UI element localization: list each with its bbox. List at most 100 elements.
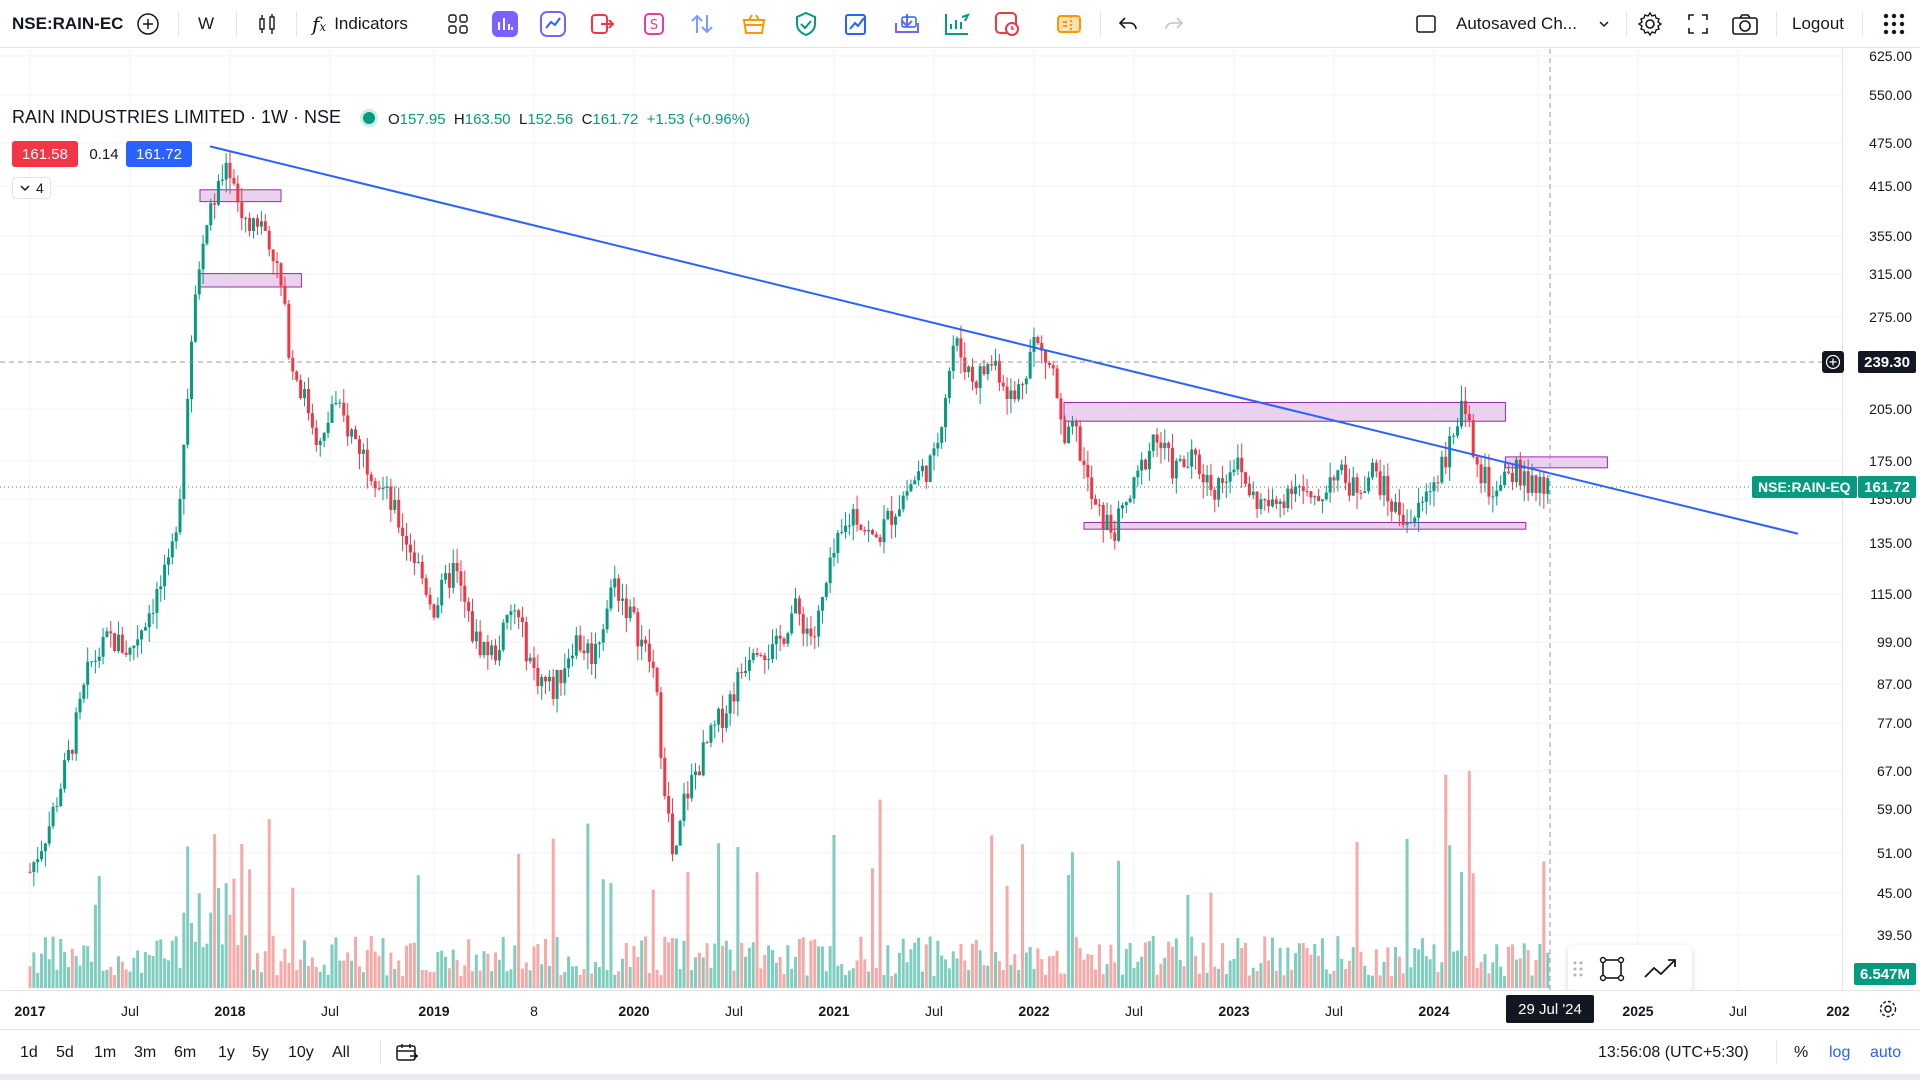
range-button-5d[interactable]: 5d — [56, 1043, 74, 1061]
trendline[interactable] — [209, 145, 1799, 535]
candle-body — [440, 579, 444, 606]
candle-body — [205, 225, 209, 244]
percent-scale-toggle[interactable]: % — [1794, 1030, 1808, 1075]
volume-bar — [1340, 958, 1344, 988]
volume-bar — [357, 966, 361, 988]
volume-bar — [1213, 966, 1217, 988]
candle-body — [694, 771, 698, 776]
candle-body — [894, 516, 898, 525]
price-axis[interactable]: 625.00 550.00 475.00 415.00 355.00 315.00 275.… — [1842, 48, 1920, 990]
ext-tool-6-button[interactable] — [740, 0, 768, 48]
volume-bar — [113, 975, 117, 988]
range-button-3m[interactable]: 3m — [134, 1043, 157, 1061]
layout-checkbox[interactable] — [1414, 0, 1438, 48]
rectangle-drawings[interactable] — [199, 189, 1608, 530]
fullscreen-button[interactable] — [1684, 0, 1712, 48]
clock-timezone[interactable]: 13:56:08 (UTC+5:30) — [1598, 1030, 1749, 1075]
ask-price-button[interactable]: 161.72 — [126, 141, 192, 167]
symbol-legend[interactable]: RAIN INDUSTRIES LIMITED · 1W · NSE — [12, 107, 376, 128]
ext-tool-8-button[interactable] — [842, 0, 870, 48]
ext-tool-12-button[interactable] — [1054, 0, 1084, 48]
interval-button[interactable]: W — [192, 0, 220, 48]
log-scale-toggle[interactable]: log — [1829, 1030, 1850, 1075]
indicators-collapse-button[interactable]: 4 — [12, 177, 51, 199]
volume-bar — [820, 946, 824, 988]
axis-settings-button[interactable] — [1878, 999, 1898, 1024]
apps-menu-button[interactable] — [1878, 0, 1910, 48]
candle-body — [947, 370, 951, 399]
chart-pane[interactable]: RAIN INDUSTRIES LIMITED · 1W · NSE O157.… — [0, 49, 1842, 990]
candle-body — [640, 639, 644, 647]
candle-body — [1167, 442, 1171, 448]
shield-check-icon — [796, 11, 816, 37]
volume-bar — [1534, 960, 1538, 988]
bid-price-button[interactable]: 161.58 — [12, 141, 78, 167]
logout-button[interactable]: Logout — [1788, 0, 1848, 48]
candle-body — [1240, 457, 1244, 473]
range-button-1m[interactable]: 1m — [94, 1043, 117, 1061]
candle-body — [346, 415, 350, 437]
indicators-button[interactable]: fx Indicators — [312, 0, 436, 48]
ext-tool-5-button[interactable] — [688, 0, 716, 48]
candle-body — [1294, 486, 1298, 494]
ext-tool-9-button[interactable] — [892, 0, 922, 48]
volume-bar — [124, 969, 128, 988]
rectangle-tool-button[interactable] — [1588, 955, 1636, 983]
ext-tool-3-button[interactable] — [588, 0, 616, 48]
volume-bar — [705, 943, 709, 988]
zone-rectangle — [1083, 521, 1527, 530]
chart-type-button[interactable] — [252, 0, 282, 48]
compare-symbol-button[interactable] — [134, 0, 162, 48]
volume-bar — [1483, 954, 1487, 988]
indicator-templates-button[interactable] — [444, 0, 472, 48]
volume-bar — [1117, 860, 1121, 988]
layout-name-button[interactable]: Autosaved Ch... — [1456, 0, 1604, 48]
drag-handle-icon[interactable] — [1568, 961, 1588, 977]
auto-scale-toggle[interactable]: auto — [1870, 1030, 1901, 1075]
range-button-1y[interactable]: 1y — [218, 1043, 235, 1061]
candle-body — [232, 178, 236, 184]
candle-body — [1051, 365, 1055, 369]
layout-menu-button[interactable] — [1594, 0, 1614, 48]
volume-bar — [1144, 942, 1148, 988]
candle-body — [759, 654, 763, 656]
candle-body — [901, 495, 905, 510]
volume-bar — [70, 948, 74, 988]
snapshot-button[interactable] — [1730, 0, 1760, 48]
ext-tool-10-button[interactable] — [942, 0, 972, 48]
ext-tool-7-button[interactable] — [792, 0, 820, 48]
candle-body — [563, 668, 567, 684]
range-button-all[interactable]: All — [332, 1043, 350, 1061]
candle-body — [520, 617, 524, 623]
range-button-5y[interactable]: 5y — [252, 1043, 269, 1061]
undo-button[interactable] — [1114, 0, 1142, 48]
volume-bar — [236, 945, 240, 988]
trend-tool-button[interactable] — [1636, 957, 1684, 981]
volume-bar — [986, 965, 990, 988]
date-range-button[interactable] — [392, 1030, 422, 1075]
redo-button[interactable] — [1160, 0, 1188, 48]
volume-bar — [909, 949, 913, 988]
settings-button[interactable] — [1636, 0, 1664, 48]
range-button-1d[interactable]: 1d — [20, 1043, 38, 1061]
ext-tool-11-button[interactable] — [992, 0, 1022, 48]
ext-tool-4-button[interactable]: S — [640, 0, 668, 48]
trend-box-icon — [540, 11, 566, 37]
add-alert-plus-button[interactable] — [1822, 351, 1844, 373]
symbol-search-button[interactable]: NSE:RAIN-EC — [12, 0, 123, 48]
volume-bar — [1255, 971, 1259, 988]
price-tick: 51.00 — [1876, 845, 1912, 861]
range-button-10y[interactable]: 10y — [288, 1043, 314, 1061]
volume-bar — [1263, 936, 1267, 988]
chart-grid — [0, 49, 1842, 990]
price-chart[interactable] — [0, 49, 1842, 990]
ext-tool-2-button[interactable] — [538, 0, 568, 48]
candle-body — [509, 611, 513, 616]
range-button-6m[interactable]: 6m — [174, 1043, 197, 1061]
volume-bar — [1405, 838, 1409, 988]
time-axis[interactable]: 2017 Jul 2018 Jul 2019 8 2020 Jul 2021 Jul 2022 Jul… — [0, 990, 1920, 1029]
zone-rectangle — [199, 189, 282, 203]
volume-bar — [1082, 959, 1086, 988]
candle-body — [113, 633, 117, 652]
ext-tool-1-button[interactable] — [490, 0, 520, 48]
